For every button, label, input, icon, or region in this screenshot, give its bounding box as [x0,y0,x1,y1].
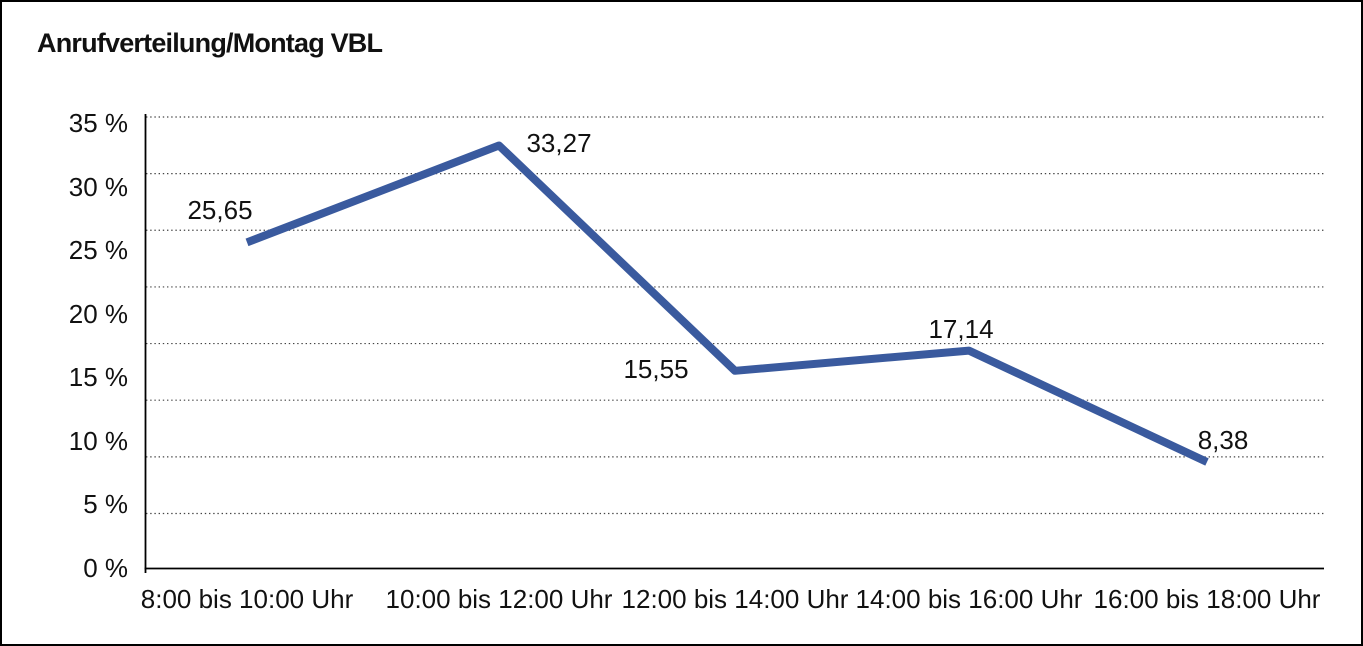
chart-title: Anrufverteilung/Montag VBL [37,28,383,58]
x-tick-label: 10:00 bis 12:00 Uhr [385,584,613,614]
x-tick-label: 16:00 bis 18:00 Uhr [1093,584,1321,614]
data-point-label: 17,14 [928,313,994,344]
y-tick-label: 30 % [68,171,128,202]
y-tick-label: 25 % [68,235,128,266]
y-tick-label: 35 % [68,108,128,138]
gridlines [146,116,1324,515]
y-tick-label: 20 % [68,298,128,329]
x-tick-label: 14:00 bis 16:00 Uhr [855,584,1083,614]
y-tick-label: 0 % [83,552,128,583]
y-tick-label: 5 % [83,489,128,520]
data-point-label: 33,27 [526,127,592,158]
data-point-label: 8,38 [1197,424,1249,455]
x-tick-label: 12:00 bis 14:00 Uhr [621,584,849,614]
data-point-label: 15,55 [623,353,689,384]
y-tick-label: 10 % [68,425,128,456]
data-point-label: 25,65 [187,195,253,226]
x-tick-label: 8:00 bis 10:00 Uhr [140,584,354,614]
series-line [245,141,1209,466]
y-tick-label: 15 % [68,362,128,393]
